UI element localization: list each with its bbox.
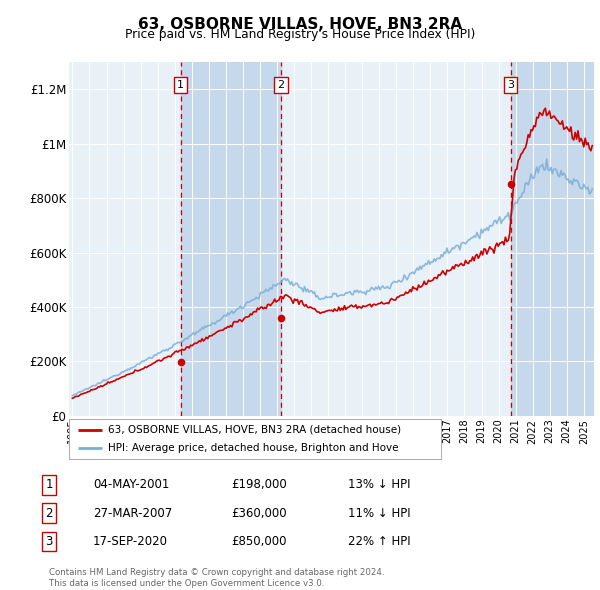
Text: 3: 3 (46, 535, 53, 548)
Text: Price paid vs. HM Land Registry's House Price Index (HPI): Price paid vs. HM Land Registry's House … (125, 28, 475, 41)
Text: 27-MAR-2007: 27-MAR-2007 (93, 507, 172, 520)
Text: 17-SEP-2020: 17-SEP-2020 (93, 535, 168, 548)
Text: 11% ↓ HPI: 11% ↓ HPI (348, 507, 410, 520)
Text: £198,000: £198,000 (231, 478, 287, 491)
Text: £360,000: £360,000 (231, 507, 287, 520)
Text: 1: 1 (177, 80, 184, 90)
Text: £850,000: £850,000 (231, 535, 287, 548)
Text: 3: 3 (507, 80, 514, 90)
Text: 22% ↑ HPI: 22% ↑ HPI (348, 535, 410, 548)
Text: 13% ↓ HPI: 13% ↓ HPI (348, 478, 410, 491)
Text: 63, OSBORNE VILLAS, HOVE, BN3 2RA: 63, OSBORNE VILLAS, HOVE, BN3 2RA (138, 17, 462, 31)
Bar (511, 62, 594, 416)
Text: 63, OSBORNE VILLAS, HOVE, BN3 2RA (detached house): 63, OSBORNE VILLAS, HOVE, BN3 2RA (detac… (108, 425, 401, 435)
Text: 2: 2 (277, 80, 284, 90)
Bar (181, 62, 281, 416)
Text: 1: 1 (46, 478, 53, 491)
Text: 2: 2 (46, 507, 53, 520)
Text: 04-MAY-2001: 04-MAY-2001 (93, 478, 169, 491)
Text: HPI: Average price, detached house, Brighton and Hove: HPI: Average price, detached house, Brig… (108, 443, 398, 453)
Text: Contains HM Land Registry data © Crown copyright and database right 2024.
This d: Contains HM Land Registry data © Crown c… (49, 568, 385, 588)
